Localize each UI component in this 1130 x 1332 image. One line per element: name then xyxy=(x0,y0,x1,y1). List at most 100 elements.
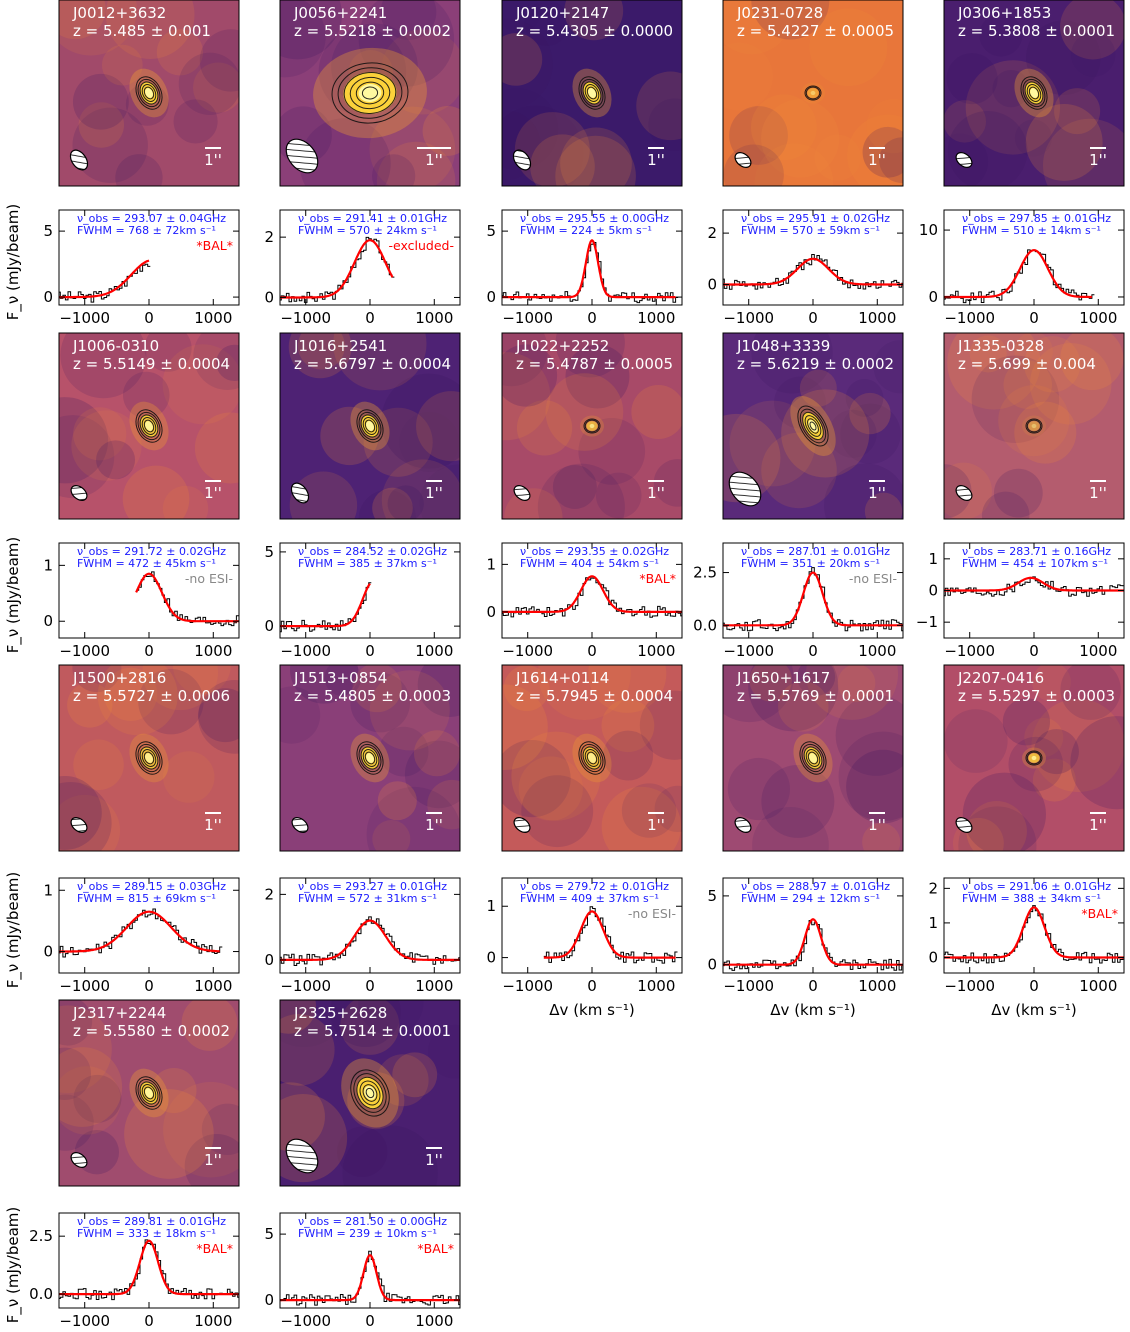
noise-blob xyxy=(751,333,833,394)
contour-line xyxy=(1020,76,1048,110)
contour-line xyxy=(582,746,602,770)
beam-ellipse xyxy=(285,1138,319,1174)
gaussian-fit-line xyxy=(543,910,676,959)
fwhm-label: FWHM = 409 ± 37km s⁻¹ xyxy=(520,892,659,905)
noise-blob xyxy=(59,415,115,499)
x-tick-label: 1000 xyxy=(1079,977,1117,995)
contour-line xyxy=(356,741,384,775)
gaussian-fit-line xyxy=(723,571,903,627)
noise-blob xyxy=(297,333,345,370)
noise-blob xyxy=(194,412,239,484)
quasar-name: J2207-0416 xyxy=(957,669,1044,687)
emission-peak xyxy=(145,421,153,431)
scale-bar-label: 1'' xyxy=(868,816,886,834)
noise-blob xyxy=(560,127,632,186)
noise-blob xyxy=(280,1000,317,1034)
noise-blob xyxy=(524,0,570,46)
contour-line xyxy=(804,85,822,101)
map-frame xyxy=(722,332,904,520)
noise-blob xyxy=(530,134,595,186)
contour-line xyxy=(331,62,409,124)
contour-line xyxy=(139,746,159,770)
noise-blob xyxy=(838,731,903,822)
beam-ellipse xyxy=(512,149,532,171)
noise-blob xyxy=(197,680,239,754)
nu-obs-label: ν_obs = 291.72 ± 0.02GHz xyxy=(77,545,226,558)
contour-line xyxy=(359,1080,381,1106)
noise-blob xyxy=(1029,343,1112,425)
gaussian-fit-line xyxy=(502,575,682,613)
x-tick-label: 0 xyxy=(808,642,818,660)
redshift-label: z = 5.6797 ± 0.0004 xyxy=(294,355,451,373)
spectrum-content xyxy=(723,254,903,290)
quasar-name: J1022+2252 xyxy=(515,337,609,355)
contour-line xyxy=(362,417,378,435)
x-tick-label: 0 xyxy=(365,309,375,327)
spectrum-plot: −1000 0 1000 0 5 ν_obs = 288.97 ± 0.01GHzFWHM… xyxy=(707,877,904,995)
y-tick-label: 0 xyxy=(486,949,496,967)
map-frame xyxy=(722,0,904,187)
x-tick-label: 0 xyxy=(365,642,375,660)
emission-peak xyxy=(589,423,595,429)
contour-line xyxy=(135,741,163,775)
noise-blob xyxy=(96,440,136,480)
status-note: *BAL* xyxy=(639,571,676,586)
nu-obs-label: ν_obs = 291.41 ± 0.01GHz xyxy=(298,212,447,225)
quasar-name: J0306+1853 xyxy=(957,4,1051,22)
contour-line xyxy=(584,84,600,102)
x-tick-label: 0 xyxy=(144,642,154,660)
spectrum-histogram xyxy=(723,567,903,632)
contour-line xyxy=(358,743,382,773)
noise-blob xyxy=(537,463,625,519)
x-tick-label: −1000 xyxy=(944,977,995,995)
map-content: 1'' xyxy=(280,333,460,519)
gaussian-fit-line xyxy=(59,910,220,953)
noise-blob xyxy=(340,1000,400,1055)
nu-obs-label: ν_obs = 288.97 ± 0.01GHz xyxy=(741,880,890,893)
noise-blob xyxy=(324,665,362,697)
contour-line xyxy=(1025,418,1043,434)
y-tick-label: 2 xyxy=(264,885,274,903)
y-tick-label: 0 xyxy=(707,956,717,974)
noise-blob xyxy=(280,0,342,60)
contour-line xyxy=(582,81,602,105)
beam-ellipse xyxy=(70,817,88,833)
noise-blob xyxy=(502,352,551,441)
contour-line xyxy=(1028,86,1040,100)
noise-blob xyxy=(59,0,106,40)
beam-ellipse xyxy=(734,152,752,168)
spectrum-histogram xyxy=(280,582,372,633)
x-tick-label: −1000 xyxy=(280,309,331,327)
y-tick-label: 0 xyxy=(928,288,938,306)
noise-blob xyxy=(993,468,1043,518)
noise-blob xyxy=(1002,698,1051,746)
noise-blob xyxy=(809,8,888,87)
noise-blob xyxy=(1042,118,1124,186)
contour-line xyxy=(139,1081,159,1105)
x-tick-label: 1000 xyxy=(194,309,232,327)
contour-line xyxy=(141,84,157,102)
fwhm-label: FWHM = 472 ± 45km s⁻¹ xyxy=(77,557,216,570)
contour-line xyxy=(141,1084,157,1102)
x-tick-label: 0 xyxy=(365,977,375,995)
noise-blob xyxy=(601,786,682,851)
noise-blob xyxy=(502,333,548,387)
map-frame xyxy=(279,332,461,520)
noise-blob xyxy=(555,135,636,186)
noise-blob xyxy=(537,665,631,720)
noise-blob xyxy=(1024,717,1064,757)
emission-core xyxy=(1028,421,1040,431)
spectrum-histogram xyxy=(944,576,1124,597)
noise-blob xyxy=(387,485,424,519)
noise-blob xyxy=(1033,729,1079,775)
nu-obs-label: ν_obs = 297.85 ± 0.01GHz xyxy=(962,212,1111,225)
status-note: *BAL* xyxy=(1081,906,1118,921)
spectrum-content xyxy=(280,582,372,633)
noise-blob xyxy=(1014,401,1077,464)
noise-blob xyxy=(103,667,158,721)
y-tick-label: 5 xyxy=(264,1225,274,1243)
contour-line xyxy=(350,1069,390,1117)
